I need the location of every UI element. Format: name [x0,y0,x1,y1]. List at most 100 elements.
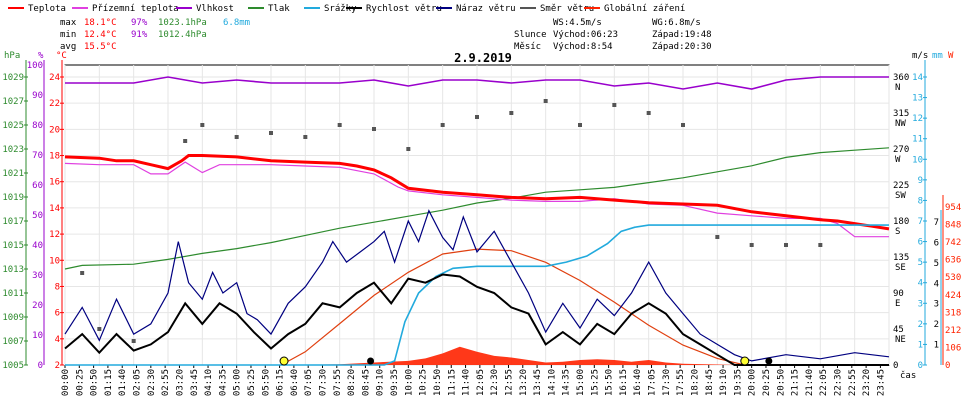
tick-time: 00:50 [90,369,100,396]
tick-pct: 100 [27,61,43,71]
tick-ms: 4 [918,279,923,289]
tick-time: 05:50 [261,369,271,396]
stats-block: max 18.1°C 97% 1023.1hPa 6.8mm min 12.4°… [60,18,250,52]
tick-ms: 7 [918,217,923,227]
tick-ms: 0 [918,361,923,371]
series-globalni-zareni-area [281,346,745,365]
tick-deg: 45 [893,325,904,335]
right-axes: 36031527022518013590450NNWWSWSSEENE14131… [893,73,961,371]
info-wg: WG:6.8m/s [652,18,701,28]
wind-dir-point [715,235,720,239]
tick-time: 04:10 [204,369,214,396]
tick-time: 06:40 [290,369,300,396]
tick-w: 742 [945,238,961,248]
tick-ms: 6 [918,238,923,248]
wind-dir-point [303,135,308,139]
tick-deg: 135 [893,253,909,263]
chart-title: 2.9.2019 [454,51,512,65]
tick-hpa: 1013 [2,265,24,275]
tick-time: 10:00 [404,369,414,396]
tick-w: 106 [945,343,961,353]
tick-deg: 180 [893,217,909,227]
wind-dir-point [406,147,411,151]
tick-w: 318 [945,308,961,318]
tick-c: 2 [55,361,60,371]
tick-hpa: 1023 [2,145,24,155]
tick-ms: 3 [918,299,923,309]
wind-dir-point [269,131,273,135]
tick-deg: 270 [893,145,909,155]
tick-mm: 7 [934,218,939,228]
tick-hpa: 1017 [2,217,24,227]
tick-time: 15:50 [605,369,615,396]
tick-time: 02:05 [133,369,143,396]
tick-pct: 30 [32,271,43,281]
tick-time: 02:55 [161,369,171,396]
tick-deg: 315 [893,109,909,119]
tick-w: 636 [945,256,961,266]
tick-time: 12:55 [504,369,514,396]
tick-time: 13:45 [533,369,543,396]
sunrise-marker [279,356,289,366]
tick-time: 07:05 [304,369,314,396]
tick-time: 17:55 [676,369,686,396]
stat-max-press: 1023.1hPa [158,18,207,28]
tick-ms: 13 [912,94,923,104]
wind-dir-point [818,243,823,247]
tick-dir: NW [895,119,906,129]
tick-time: 00:25 [75,369,85,396]
tick-pct: 90 [32,91,43,101]
tick-time: 18:20 [690,369,700,396]
tick-dir: NE [895,335,906,345]
series-globalni-zareni [281,248,745,366]
tick-pct: 50 [32,211,43,221]
tick-time: 05:00 [233,369,243,396]
grid [64,65,890,366]
tick-time: 22:30 [834,369,844,396]
wind-dir-point [543,99,548,103]
info-block: WS:4.5m/s WG:6.8m/s Slunce Východ:06:23 … [514,18,712,52]
tick-ms: 14 [912,73,923,83]
tick-w: 212 [945,326,961,336]
tick-time: 05:25 [247,369,257,396]
legend-label-2: Vlhkost [196,4,234,14]
tick-w: 0 [945,361,950,371]
tick-time: 21:15 [791,369,801,396]
legend-label-3: Tlak [268,4,290,14]
tick-pct: 0 [38,361,43,371]
tick-time: 10:50 [433,369,443,396]
series-prizemni-teplota [64,161,889,238]
tick-time: 21:40 [805,369,815,396]
wind-dir-point [372,127,376,131]
tick-time: 16:15 [619,369,629,396]
tick-mm: 3 [934,300,939,310]
stat-max-hum: 97% [131,18,148,28]
tick-time: 09:10 [376,369,386,396]
tick-time: 13:20 [519,369,529,396]
wind-dir-point [475,115,479,119]
tick-time: 01:40 [118,369,128,396]
info-sun-rise: Východ:06:23 [553,30,618,40]
tick-c: 20 [49,125,60,135]
tick-time: 11:15 [447,369,457,396]
tick-time: 03:20 [175,369,185,396]
tick-time: 10:25 [419,369,429,396]
tick-dir: SE [895,263,906,273]
tick-time: 15:00 [576,369,586,396]
tick-deg: 0 [893,361,898,371]
tick-c: 16 [49,178,60,188]
legend-label-1: Přízemní teplota [92,4,179,14]
tick-deg: 360 [893,73,909,83]
tick-hpa: 1011 [2,289,24,299]
tick-c: 22 [49,99,60,109]
unit-ms: m/s [912,51,928,61]
tick-hpa: 1015 [2,241,24,251]
wind-dir-point [749,243,754,247]
wind-dir-point [234,135,239,139]
unit-pct: % [38,51,44,61]
legend-label-5: Rychlost větru [366,4,442,14]
tick-time: 14:35 [562,369,572,396]
tick-time: 03:45 [190,369,200,396]
tick-time: 22:05 [819,369,829,396]
